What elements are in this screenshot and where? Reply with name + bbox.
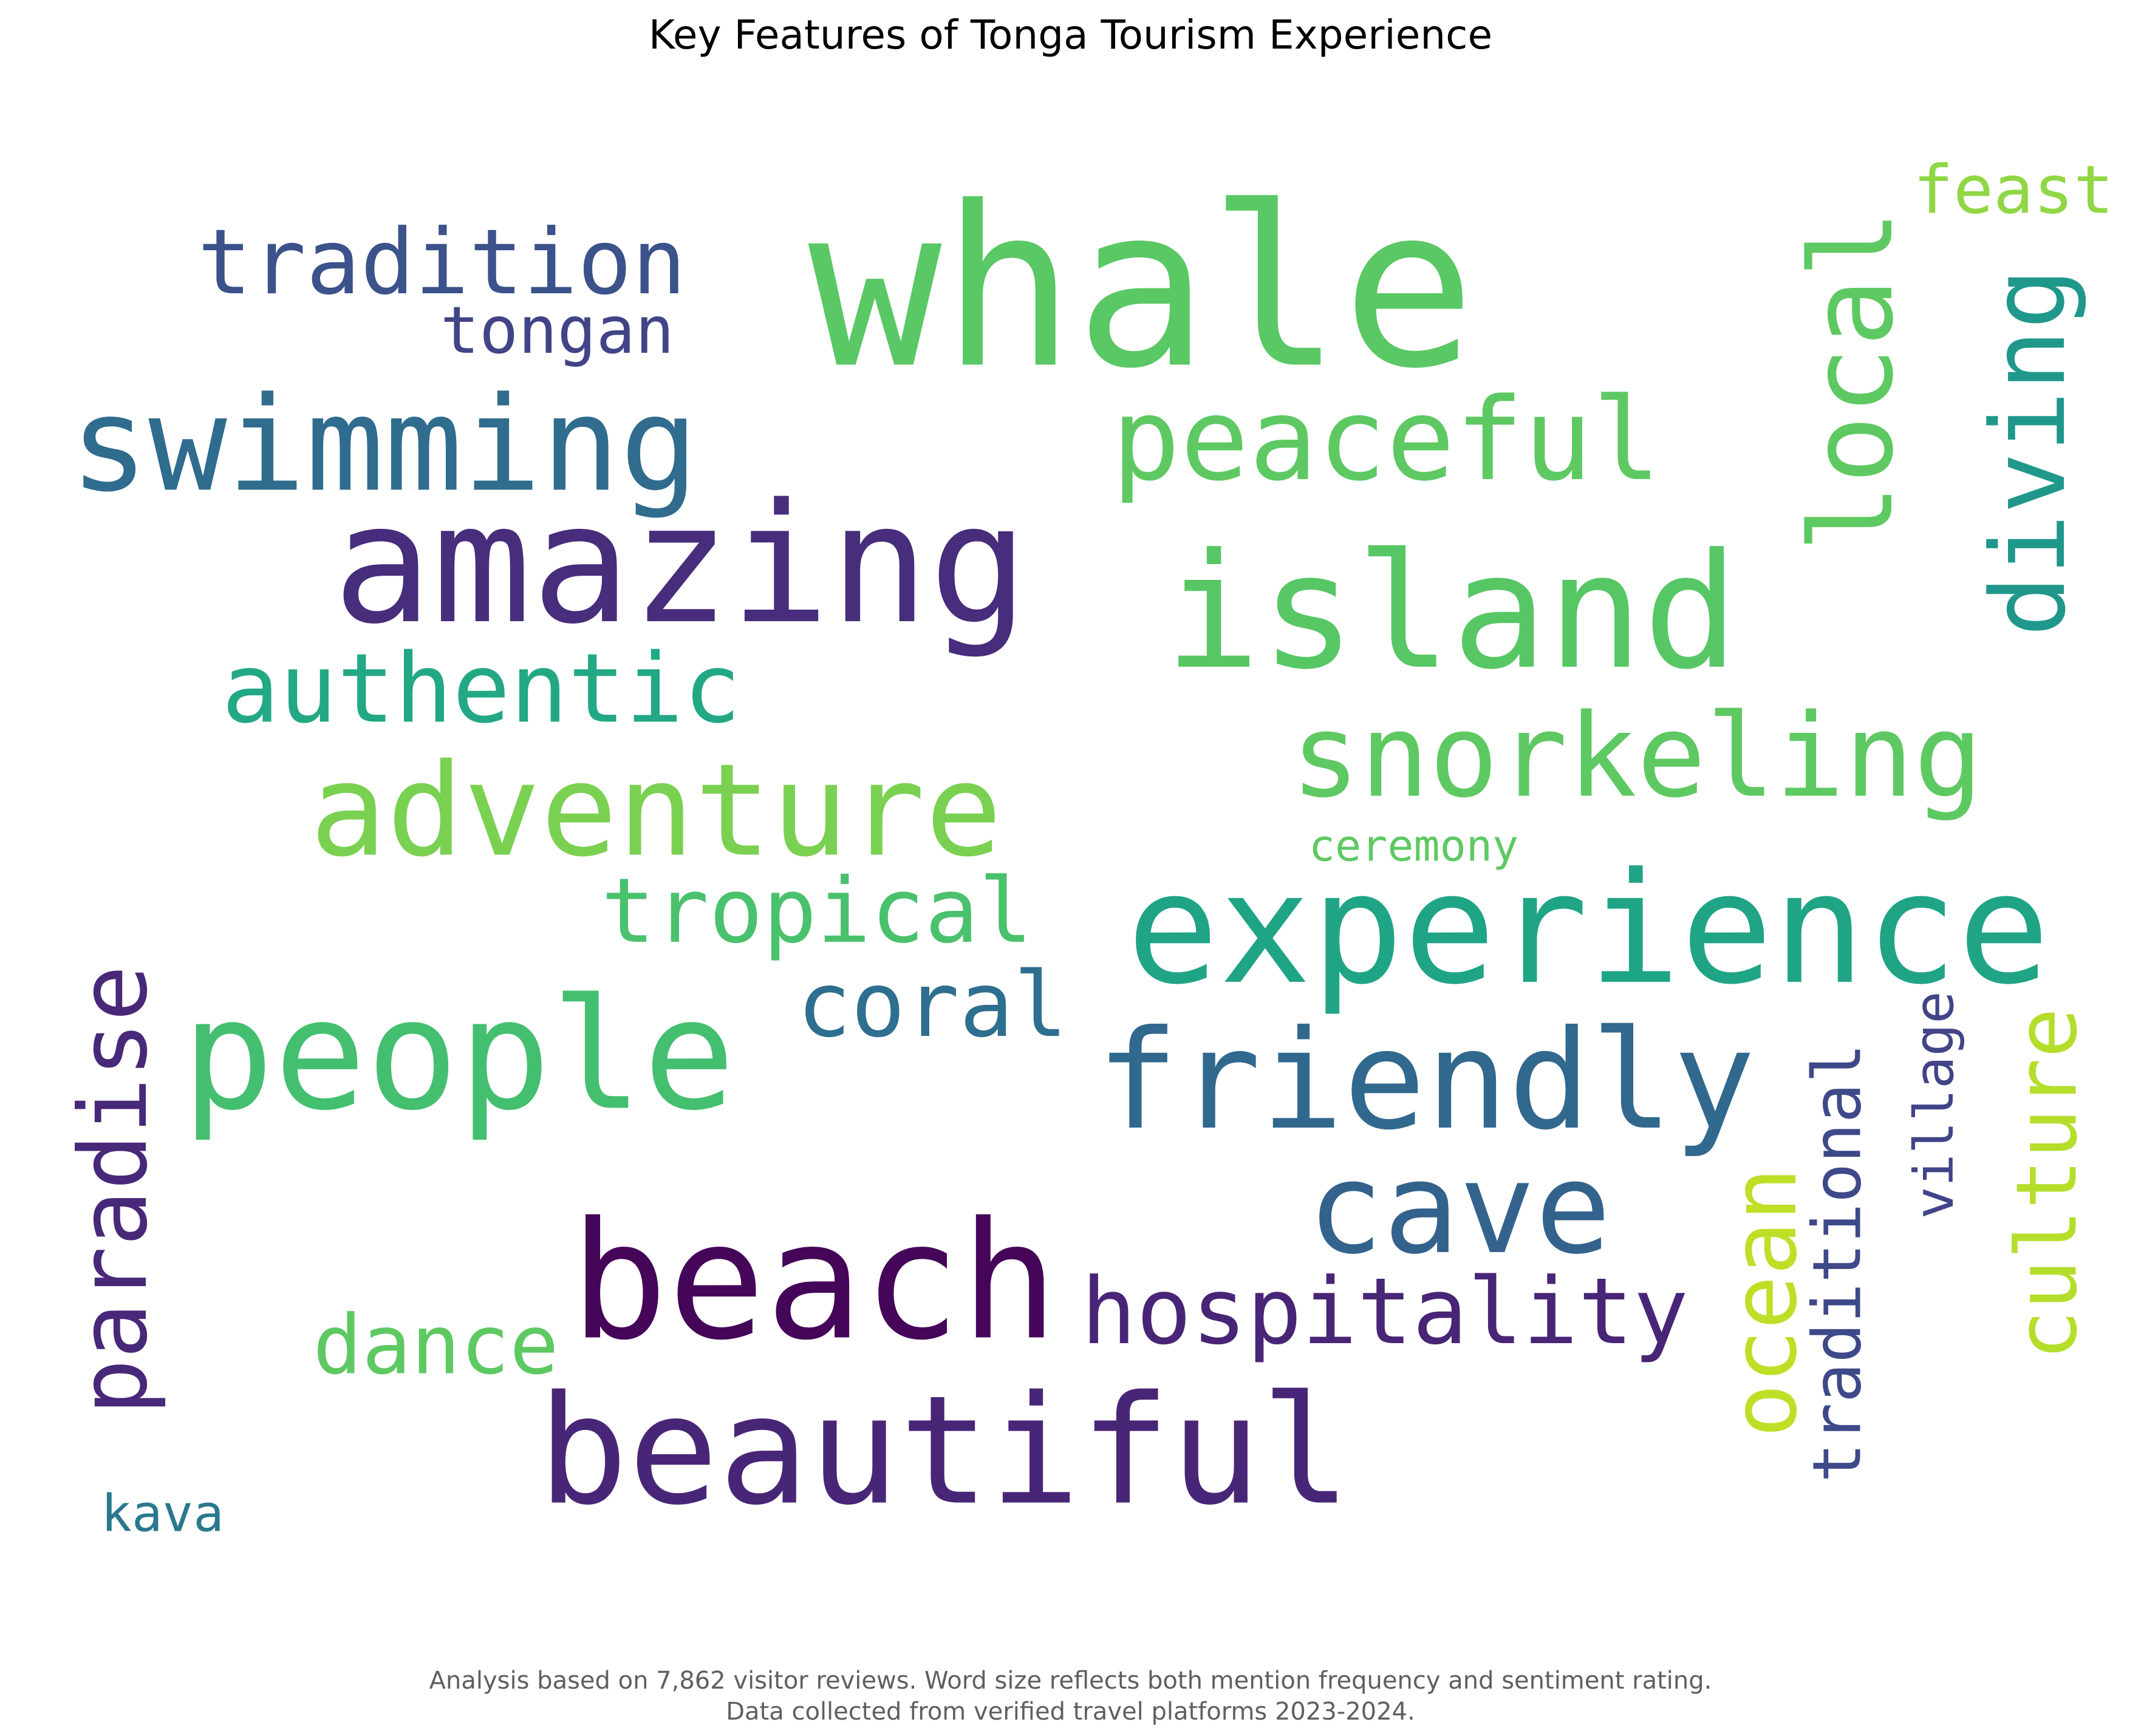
word-friendly: friendly bbox=[1096, 1001, 1755, 1160]
word-experience: experience bbox=[1127, 840, 2050, 1018]
word-paradise: paradise bbox=[60, 965, 168, 1415]
word-whale: whale bbox=[808, 160, 1476, 418]
caption-line-1: Analysis based on 7,862 visitor reviews.… bbox=[429, 1667, 1712, 1695]
word-diving: diving bbox=[1969, 268, 2088, 637]
word-kava: kava bbox=[101, 1484, 224, 1544]
word-dance: dance bbox=[313, 1298, 559, 1393]
word-hospitality: hospitality bbox=[1081, 1258, 1689, 1365]
word-adventure: adventure bbox=[310, 737, 1002, 885]
word-tongan: tongan bbox=[440, 293, 674, 369]
word-peaceful: peaceful bbox=[1111, 374, 1661, 506]
word-ocean: ocean bbox=[1712, 1167, 1817, 1438]
word-authentic: authentic bbox=[222, 634, 741, 745]
word-culture: culture bbox=[1998, 1007, 2096, 1360]
word-beautiful: beautiful bbox=[538, 1364, 1351, 1539]
word-cave: cave bbox=[1307, 1135, 1611, 1282]
caption-line-2: Data collected from verified travel plat… bbox=[726, 1698, 1415, 1726]
word-snorkeling: snorkeling bbox=[1291, 689, 1983, 823]
word-coral: coral bbox=[797, 953, 1068, 1057]
word-beach: beach bbox=[570, 1187, 1058, 1376]
word-village: village bbox=[1903, 991, 1966, 1219]
word-island: island bbox=[1165, 519, 1739, 704]
word-traditional: traditional bbox=[1799, 1043, 1876, 1483]
word-amazing: amazing bbox=[333, 469, 1028, 661]
word-local: local bbox=[1786, 209, 1919, 553]
word-tropical: tropical bbox=[601, 859, 1033, 963]
chart-title: Key Features of Tonga Tourism Experience bbox=[648, 12, 1493, 58]
word-tradition: tradition bbox=[197, 210, 686, 315]
word-people: people bbox=[182, 966, 735, 1145]
word-feast: feast bbox=[1913, 151, 2114, 229]
word-swimming: swimming bbox=[70, 369, 698, 521]
word-ceremony: ceremony bbox=[1309, 820, 1518, 871]
